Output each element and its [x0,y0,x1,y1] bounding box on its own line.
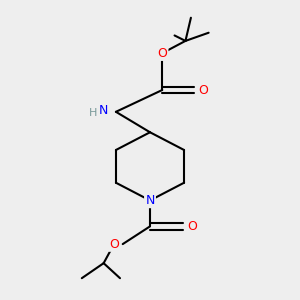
Text: H: H [88,108,97,118]
Text: O: O [187,220,197,233]
Text: N: N [145,194,155,207]
Text: N: N [99,104,108,117]
Text: O: O [198,83,208,97]
Text: O: O [109,238,119,250]
Text: O: O [157,47,167,60]
